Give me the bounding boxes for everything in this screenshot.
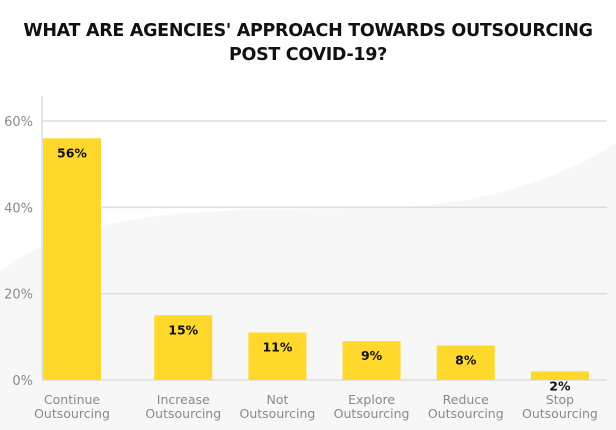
chart-title-line-2: POST COVID-19? xyxy=(228,45,388,65)
x-tick-label: Outsourcing xyxy=(34,406,110,421)
bar xyxy=(530,371,589,380)
y-tick-label: 0% xyxy=(12,374,33,389)
data-label: 9% xyxy=(361,348,383,363)
bar xyxy=(342,341,401,380)
x-tick-label: Outsourcing xyxy=(428,406,504,421)
data-label: 8% xyxy=(455,352,477,367)
x-tick-label: Stop xyxy=(546,392,574,407)
data-label: 56% xyxy=(57,145,87,160)
y-tick-label: 60% xyxy=(4,115,33,130)
x-tick-label: Reduce xyxy=(443,392,490,407)
chart-title: WHAT ARE AGENCIES' APPROACH TOWARDS OUTS… xyxy=(0,19,616,67)
x-tick-label: Continue xyxy=(44,392,101,407)
y-tick-label: 40% xyxy=(4,201,33,216)
bar xyxy=(436,345,495,380)
bar xyxy=(43,138,101,380)
x-tick-label: Increase xyxy=(157,392,210,407)
bar xyxy=(154,315,213,380)
chart-title-line-1: WHAT ARE AGENCIES' APPROACH TOWARDS OUTS… xyxy=(23,21,593,41)
bar xyxy=(248,332,307,380)
data-label: 15% xyxy=(168,322,198,337)
x-tick-label: Outsourcing xyxy=(522,406,598,421)
x-tick-label: Explore xyxy=(348,392,395,407)
x-tick-label: Outsourcing xyxy=(240,406,316,421)
data-label: 2% xyxy=(549,378,571,393)
y-tick-label: 20% xyxy=(4,288,33,303)
data-label: 11% xyxy=(262,340,292,355)
x-tick-label: Outsourcing xyxy=(334,406,410,421)
x-tick-label: Outsourcing xyxy=(145,406,221,421)
x-tick-label: Not xyxy=(266,392,288,407)
